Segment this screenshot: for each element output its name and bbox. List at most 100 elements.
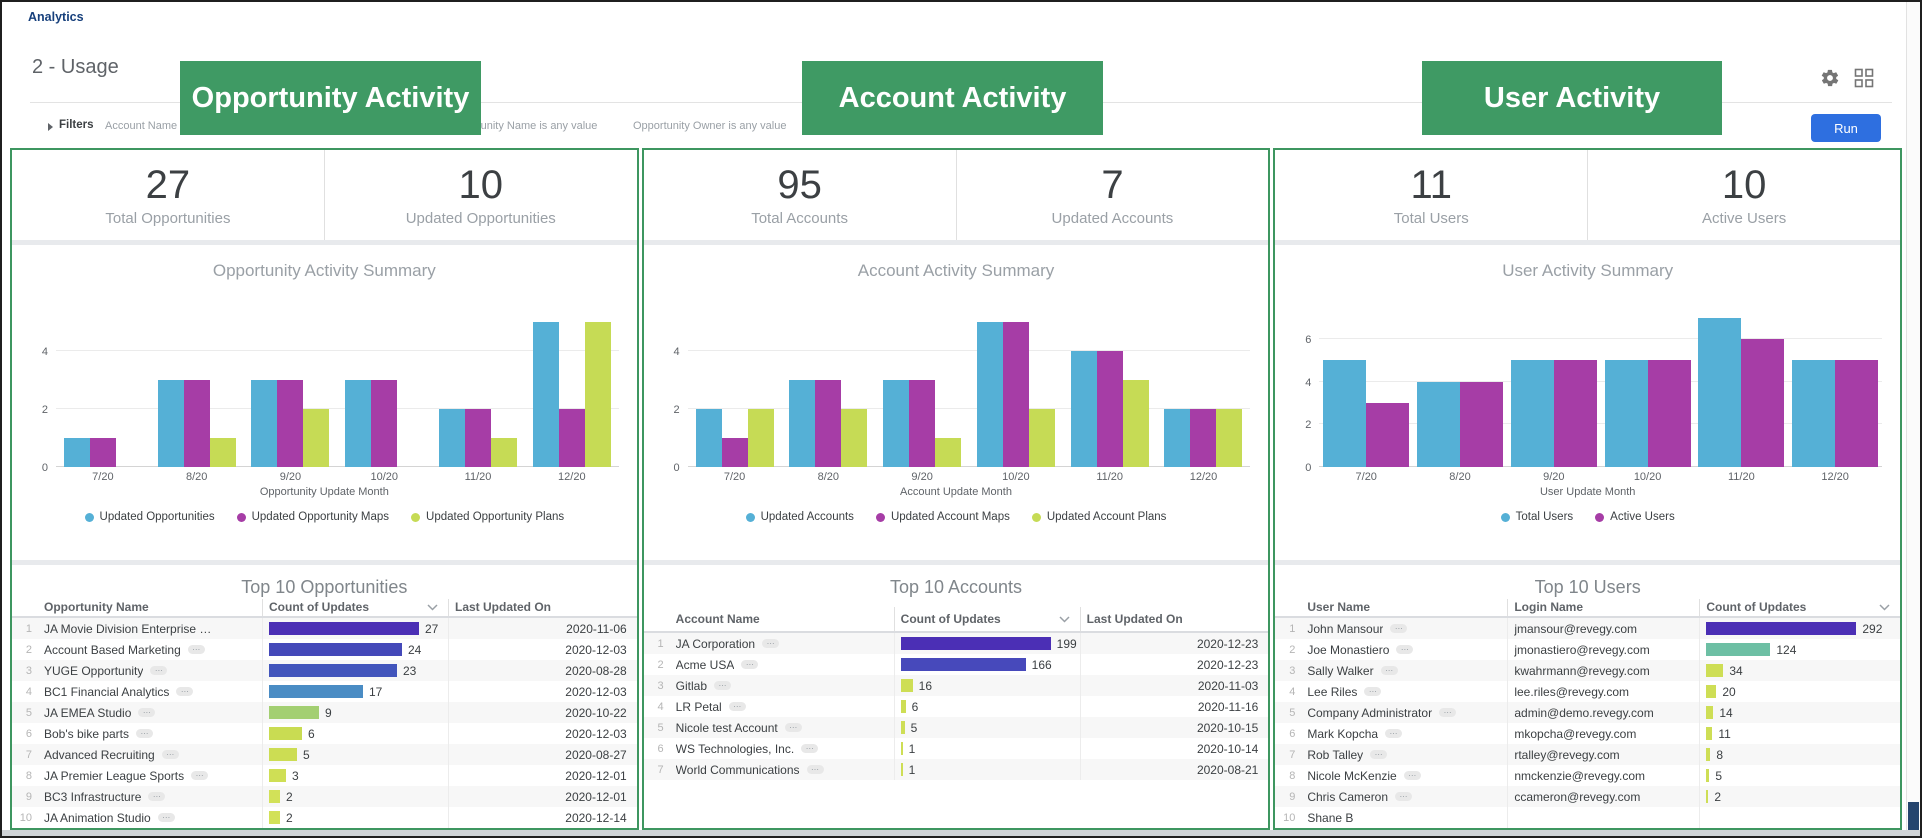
cell-menu-icon[interactable]: ⋯: [1403, 771, 1421, 780]
name-cell[interactable]: Nicole test Account ⋯: [670, 717, 894, 738]
bar-11/20[interactable]: [1698, 318, 1742, 467]
name-cell[interactable]: Account Based Marketing ⋯: [38, 639, 262, 660]
column-header[interactable]: Count of Updates: [1699, 598, 1900, 616]
count-cell[interactable]: 124: [1699, 639, 1900, 660]
name-cell[interactable]: Joe Monastiero ⋯: [1301, 639, 1507, 660]
bar-9/20[interactable]: [935, 438, 962, 467]
login-cell[interactable]: jmonastiero@revegy.com: [1507, 639, 1699, 660]
table-row[interactable]: 5 JA EMEA Studio ⋯ 9 2020-10-22: [12, 702, 637, 723]
cell-menu-icon[interactable]: ⋯: [1364, 687, 1382, 696]
name-cell[interactable]: Shane B: [1307, 810, 1354, 825]
table-row[interactable]: 3 Gitlab ⋯ 16 2020-11-03: [643, 675, 1269, 696]
cell-menu-icon[interactable]: ⋯: [1370, 750, 1388, 759]
cell-menu-icon[interactable]: ⋯: [161, 750, 179, 759]
name-cell[interactable]: Acme USA ⋯: [670, 654, 894, 675]
table-row[interactable]: 5 Nicole test Account ⋯ 5 2020-10-15: [643, 717, 1269, 738]
count-cell[interactable]: 1: [893, 759, 1080, 780]
name-cell[interactable]: Nicole McKenzie ⋯: [1301, 765, 1507, 786]
bar-12/20[interactable]: [1835, 360, 1879, 467]
bar-9/20[interactable]: [1510, 360, 1554, 467]
count-cell[interactable]: 34: [1699, 660, 1900, 681]
table-row[interactable]: 5 Company Administrator ⋯ admin@demo.reveg…: [1275, 702, 1901, 723]
table-row[interactable]: 3 Sally Walker ⋯ kwahrmann@revegy.com 34: [1275, 660, 1901, 681]
cell-menu-icon[interactable]: ⋯: [148, 792, 166, 801]
bar-11/20[interactable]: [465, 409, 492, 467]
opportunity-activity-tile-0[interactable]: 27 Total Opportunities: [12, 150, 324, 240]
cell-menu-icon[interactable]: ⋯: [741, 660, 759, 669]
count-cell[interactable]: 1: [893, 738, 1080, 759]
cell-menu-icon[interactable]: ⋯: [1385, 729, 1403, 738]
table-row[interactable]: 7 Advanced Recruiting ⋯ 5 2020-08-27: [12, 744, 637, 765]
date-cell[interactable]: 2020-12-03: [448, 681, 637, 702]
legend-item[interactable]: Updated Account Plans: [1031, 511, 1166, 523]
date-cell[interactable]: 2020-08-21: [1079, 759, 1269, 780]
count-cell[interactable]: 3: [262, 765, 448, 786]
opportunity-activity-tile-1[interactable]: 10 Updated Opportunities: [323, 150, 637, 240]
cell-menu-icon[interactable]: ⋯: [714, 681, 732, 690]
table-row[interactable]: 2 Joe Monastiero ⋯ jmonastiero@revegy.com 1…: [1275, 639, 1900, 660]
bar-11/20[interactable]: [1741, 339, 1785, 467]
name-cell[interactable]: JA Premier League Sports ⋯: [38, 765, 262, 786]
name-cell[interactable]: YUGE Opportunity ⋯: [38, 660, 262, 681]
bar-9/20[interactable]: [251, 380, 278, 467]
table-row[interactable]: 7 Rob Talley ⋯ rtalley@revegy.com 8: [1275, 744, 1901, 765]
name-cell[interactable]: Gitlab ⋯: [670, 675, 894, 696]
column-header[interactable]: Last Updated On: [1079, 607, 1269, 631]
legend-item[interactable]: Updated Accounts: [745, 511, 854, 523]
login-cell[interactable]: rtalley@revegy.com: [1507, 744, 1699, 765]
table-row[interactable]: 10 JA Animation Studio ⋯ 2 2020-12-14: [12, 807, 637, 828]
cell-menu-icon[interactable]: ⋯: [806, 765, 824, 774]
table-row[interactable]: 1 JA Movie Division Enterprise … 27 2020-1…: [12, 618, 637, 639]
bar-11/20[interactable]: [1096, 351, 1123, 467]
date-cell[interactable]: 2020-12-03: [448, 639, 637, 660]
bar-8/20[interactable]: [1460, 382, 1504, 467]
bar-10/20[interactable]: [1002, 322, 1029, 467]
bar-11/20[interactable]: [1070, 351, 1097, 467]
name-cell[interactable]: Bob's bike parts ⋯: [38, 723, 262, 744]
table-row[interactable]: 6 WS Technologies, Inc. ⋯ 1 2020-10-14: [644, 738, 1269, 759]
count-cell[interactable]: 2: [262, 807, 448, 828]
count-cell[interactable]: 16: [893, 675, 1080, 696]
column-header[interactable]: Count of Updates: [262, 598, 448, 616]
bar-8/20[interactable]: [815, 380, 842, 467]
account-activity-tile-1[interactable]: 7 Updated Accounts: [955, 150, 1269, 240]
name-cell[interactable]: BC1 Financial Analytics ⋯: [38, 681, 262, 702]
date-cell[interactable]: 2020-12-23: [1079, 633, 1269, 654]
login-cell[interactable]: ccameron@revegy.com: [1507, 786, 1699, 807]
table-row[interactable]: 2 Acme USA ⋯ 166 2020-12-23: [644, 654, 1269, 675]
account-activity-tile-0[interactable]: 95 Total Accounts: [643, 150, 956, 240]
bar-8/20[interactable]: [1417, 382, 1461, 467]
date-cell[interactable]: 2020-11-03: [1079, 675, 1269, 696]
cell-menu-icon[interactable]: ⋯: [728, 702, 746, 711]
name-cell[interactable]: Rob Talley ⋯: [1301, 744, 1507, 765]
table-row[interactable]: 3 YUGE Opportunity ⋯ 23 2020-08-28: [12, 660, 637, 681]
run-button[interactable]: Run: [1811, 114, 1881, 142]
count-cell[interactable]: 5: [1699, 765, 1900, 786]
column-header[interactable]: Last Updated On: [448, 598, 637, 616]
bar-8/20[interactable]: [789, 380, 816, 467]
breadcrumb-analytics[interactable]: Analytics: [28, 10, 84, 24]
dashboard-grid-icon[interactable]: [1854, 68, 1874, 88]
cell-menu-icon[interactable]: ⋯: [157, 813, 175, 822]
count-cell[interactable]: 27: [262, 618, 448, 639]
scrollbar-thumb[interactable]: [1908, 802, 1919, 830]
count-cell[interactable]: 6: [893, 696, 1080, 717]
bar-12/20[interactable]: [1792, 360, 1836, 467]
bar-9/20[interactable]: [909, 380, 936, 467]
cell-menu-icon[interactable]: ⋯: [1395, 792, 1413, 801]
date-cell[interactable]: 2020-10-22: [448, 702, 637, 723]
count-cell[interactable]: 292: [1699, 618, 1900, 639]
table-row[interactable]: 4 LR Petal ⋯ 6 2020-11-16: [644, 696, 1269, 717]
name-cell[interactable]: Chris Cameron ⋯: [1301, 786, 1507, 807]
name-cell[interactable]: JA Corporation ⋯: [670, 633, 894, 654]
name-cell[interactable]: World Communications ⋯: [670, 759, 894, 780]
legend-item[interactable]: Total Users: [1500, 511, 1573, 523]
filters-label[interactable]: Filters: [59, 119, 94, 131]
name-cell[interactable]: Company Administrator ⋯: [1301, 702, 1507, 723]
table-row[interactable]: 1 JA Corporation ⋯ 199 2020-12-23: [643, 633, 1269, 654]
cell-menu-icon[interactable]: ⋯: [784, 723, 802, 732]
bar-7/20[interactable]: [695, 409, 722, 467]
gear-icon[interactable]: [1820, 68, 1840, 88]
count-cell[interactable]: 5: [262, 744, 448, 765]
table-row[interactable]: 1 John Mansour ⋯ jmansour@revegy.com 292: [1275, 618, 1901, 639]
